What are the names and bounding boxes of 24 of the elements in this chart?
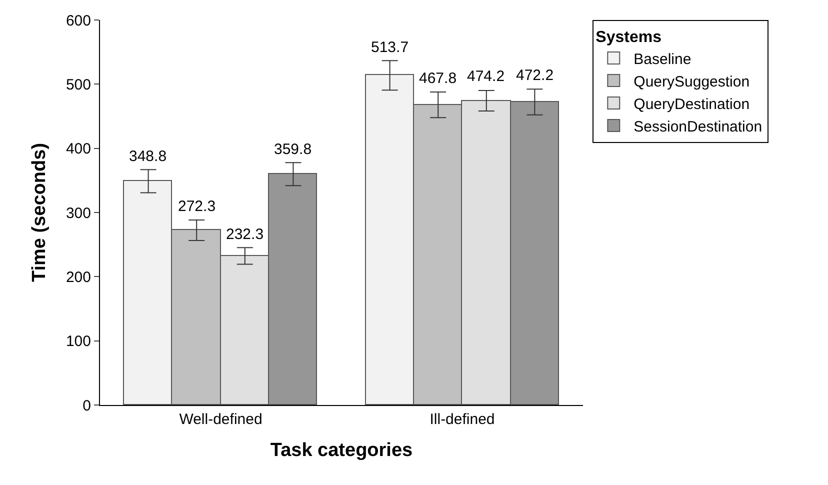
x-tick-label: Well-defined — [179, 411, 262, 428]
legend-label: Baseline — [634, 50, 692, 68]
legend-label: QuerySuggestion — [634, 73, 750, 90]
data-label: 472.2 — [516, 67, 554, 84]
y-tick-label: 400 — [66, 140, 91, 158]
y-tick-label: 0 — [82, 397, 91, 414]
y-tick-label: 100 — [66, 333, 91, 350]
y-tick-label: 200 — [66, 268, 91, 286]
data-label: 467.8 — [419, 70, 457, 87]
legend-label: SessionDestination — [634, 118, 762, 136]
data-label: 348.8 — [129, 148, 167, 165]
x-tick-label: Ill-defined — [430, 411, 495, 428]
data-label: 232.3 — [226, 226, 264, 243]
legend-title: Systems — [596, 28, 662, 46]
legend-label: QueryDestination — [634, 96, 750, 113]
data-label: 359.8 — [274, 141, 312, 158]
y-tick-label: 600 — [66, 12, 91, 30]
x-axis-title: Task categories — [270, 440, 413, 461]
y-axis-title: Time (seconds) — [28, 142, 50, 282]
data-label: 474.2 — [467, 68, 505, 85]
y-tick-label: 500 — [66, 76, 91, 94]
data-label: 513.7 — [371, 39, 409, 56]
data-label: 272.3 — [178, 198, 216, 215]
y-tick-label: 300 — [66, 204, 91, 222]
